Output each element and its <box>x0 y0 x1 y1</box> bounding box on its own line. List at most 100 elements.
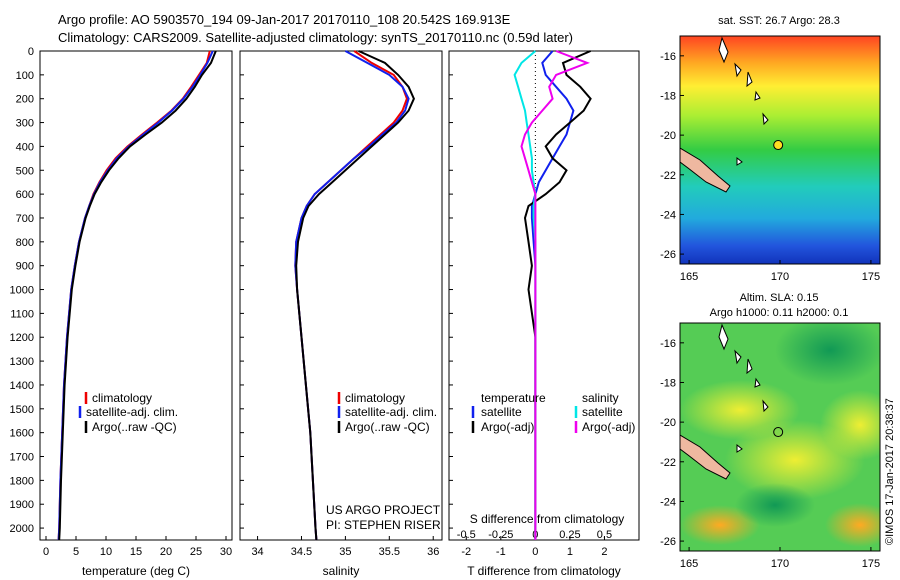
temperature-panel <box>39 50 233 541</box>
header-line1: Argo profile: AO 5903570_194 09-Jan-2017… <box>58 12 511 27</box>
depth-tick-label: 300 <box>16 118 34 130</box>
series-line <box>57 50 214 541</box>
depth-tick-label: 600 <box>16 189 34 201</box>
depth-tick-label: 1700 <box>10 452 34 464</box>
map-lat-label: -24 <box>660 209 676 221</box>
header-line2: Climatology: CARS2009. Satellite-adjuste… <box>58 30 573 45</box>
depth-tick-label: 1500 <box>10 404 34 416</box>
map-lat-label: -24 <box>660 496 676 508</box>
map-lat-label: -22 <box>660 457 676 469</box>
float-marker <box>773 140 784 151</box>
x-tick-label: 34.5 <box>291 546 312 558</box>
map-axes-layer: -16 -18 -20 -22 -24 -26 165 170 175 -16 -18 -20 -22 -… <box>660 51 880 570</box>
x-axis-label: T difference from climatology <box>467 564 621 578</box>
depth-tick-label: 700 <box>16 213 34 225</box>
new-caledonia-sst <box>680 147 731 193</box>
lines-layer <box>57 50 592 541</box>
depth-tick-label: 1200 <box>10 332 34 344</box>
depth-tick-label: 1400 <box>10 380 34 392</box>
x2-axis-label: S difference from climatology <box>470 512 625 526</box>
vanuatu-islands-sst <box>718 36 769 166</box>
depth-tick-label: 200 <box>16 94 34 106</box>
diff-legend-temp-sat-label: satellite <box>481 405 522 419</box>
x-tick-label: -1 <box>496 546 506 558</box>
x-tick-label: 5 <box>73 546 79 558</box>
new-caledonia-sla <box>680 434 731 480</box>
series-line <box>520 50 590 540</box>
x-tick-label: 36 <box>427 546 439 558</box>
sal-legend-argo-label: Argo(..raw -QC) <box>345 420 430 434</box>
sal-legend-sat-label: satellite-adj. clim. <box>345 405 437 419</box>
credits-line1: US ARGO PROJECT <box>326 503 441 517</box>
temperature-legend: climatology satellite-adj. clim. Argo(..… <box>78 391 178 434</box>
x-tick-label: 35 <box>339 546 351 558</box>
x-tick-label: 15 <box>130 546 142 558</box>
x-tick-label: 20 <box>160 546 172 558</box>
x2-tick-label: 0.25 <box>559 529 580 541</box>
sst-map <box>680 36 880 264</box>
x-tick-label: 34 <box>251 546 263 558</box>
sal-legend-clim-label: climatology <box>345 391 405 405</box>
depth-tick-label: 1300 <box>10 356 34 368</box>
x-tick-label: 35.5 <box>379 546 400 558</box>
depth-tick-label: 500 <box>16 165 34 177</box>
x2-tick-label: -0.5 <box>457 529 476 541</box>
depth-tick-label: 2000 <box>10 523 34 535</box>
sst-field <box>680 36 880 264</box>
depth-tick-label: 800 <box>16 237 34 249</box>
map-lon-label: 175 <box>862 558 880 570</box>
sla-map-title1: Altim. SLA: 0.15 <box>740 292 819 304</box>
diff-legend-temp-title: temperature <box>481 391 546 405</box>
x-tick-label: -2 <box>461 546 471 558</box>
x-axis-label: temperature (deg C) <box>82 564 190 578</box>
map-lat-label: -20 <box>660 130 676 142</box>
depth-tick-label: 400 <box>16 141 34 153</box>
x-axis-label: salinity <box>323 564 360 578</box>
x2-tick-label: 0.5 <box>597 529 612 541</box>
map-lat-label: -18 <box>660 90 676 102</box>
diff-legend-sal-sat-label: satellite <box>582 405 623 419</box>
map-lat-label: -20 <box>660 417 676 429</box>
difference-legend: temperature satellite Argo(-adj) salinit… <box>471 391 635 434</box>
depth-tick-label: 1800 <box>10 475 34 487</box>
series-line <box>513 50 537 540</box>
x-tick-label: 30 <box>220 546 232 558</box>
depth-tick-label: 100 <box>16 70 34 82</box>
series-line <box>57 50 211 541</box>
x-tick-label: 25 <box>190 546 202 558</box>
map-lat-label: -18 <box>660 377 676 389</box>
diff-legend-sal-title: salinity <box>582 391 619 405</box>
map-lat-label: -26 <box>660 536 676 548</box>
credits-line2: PI: STEPHEN RISER <box>326 518 441 532</box>
float-marker <box>773 427 784 438</box>
legend-clim-label: climatology <box>92 391 152 405</box>
x-tick-label: 1 <box>567 546 573 558</box>
salinity-panel <box>239 50 443 541</box>
map-lat-label: -16 <box>660 338 676 350</box>
diff-legend-sal-argo-label: Argo(-adj) <box>582 420 635 434</box>
depth-tick-label: 1900 <box>10 499 34 511</box>
x-tick-label: 0 <box>43 546 49 558</box>
x2-tick-label: -0.25 <box>488 529 513 541</box>
map-lon-label: 165 <box>680 558 698 570</box>
x-tick-label: 10 <box>100 546 112 558</box>
sst-map-title: sat. SST: 26.7 Argo: 28.3 <box>718 15 840 27</box>
watermark: ©IMOS 17-Jan-2017 20:38:37 <box>884 398 896 545</box>
map-lon-label: 175 <box>862 271 880 283</box>
map-lon-label: 170 <box>771 271 789 283</box>
sla-map <box>680 323 880 551</box>
depth-tick-label: 1000 <box>10 285 34 297</box>
series-line <box>295 50 415 541</box>
sla-map-title2: Argo h1000: 0.11 h2000: 0.1 <box>710 307 849 319</box>
series-line <box>58 50 217 541</box>
depth-tick-label: 1600 <box>10 428 34 440</box>
legend-sat-label: satellite-adj. clim. <box>86 405 178 419</box>
depth-tick-label: 900 <box>16 261 34 273</box>
vanuatu-islands-sla <box>718 323 769 453</box>
x-tick-label: 2 <box>601 546 607 558</box>
difference-panel <box>448 50 640 541</box>
map-lat-label: -22 <box>660 170 676 182</box>
map-lon-label: 170 <box>771 558 789 570</box>
depth-tick-label: 0 <box>28 46 34 58</box>
